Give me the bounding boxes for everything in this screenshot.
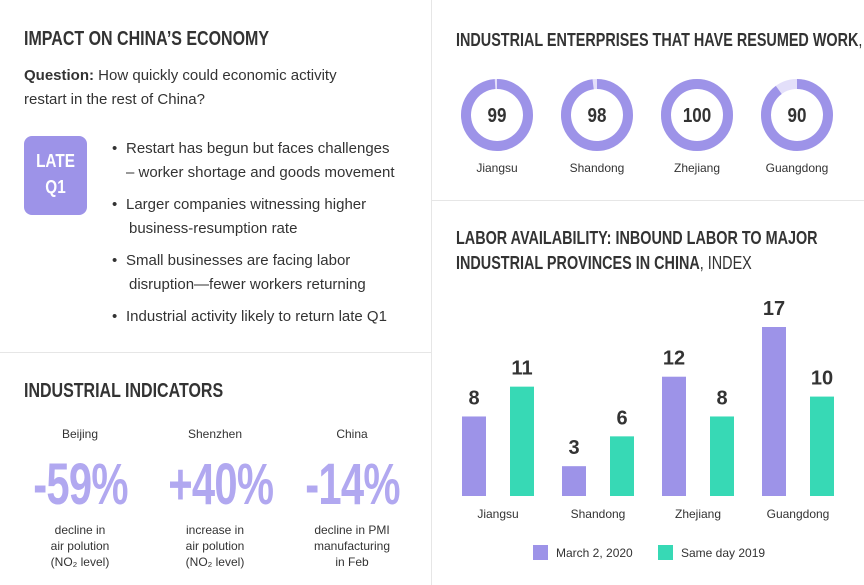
title-unit: , %: [858, 30, 864, 50]
bullet-line: – worker shortage and goods movement: [126, 164, 395, 181]
badge-line: Q1: [45, 177, 66, 197]
bullet-dot: •: [112, 140, 118, 157]
badge: LATE Q1: [24, 136, 87, 215]
x-tick-label: Shandong: [571, 507, 626, 521]
bar: [810, 396, 834, 496]
donut-arc: [561, 79, 633, 151]
bullet: • Small businesses are facing labor disrup…: [112, 249, 422, 297]
indicator: Beijing -59% decline in air polution (NO₂ le…: [15, 427, 145, 570]
x-tick-label: Guangdong: [767, 507, 830, 521]
category-label: Jiangsu: [476, 161, 517, 175]
indicator-desc: decline in: [54, 523, 106, 537]
indicator-desc: (NO₂ level): [185, 555, 245, 569]
question-text: restart in the rest of China?: [24, 91, 205, 108]
donut-value: 98: [588, 104, 607, 127]
chart-title: INDUSTRIAL ENTERPRISES THAT HAVE RESUMED…: [456, 30, 864, 51]
indicator-desc: air polution: [185, 539, 245, 553]
bullet-line: Small businesses are facing labor: [126, 252, 351, 269]
indicator-desc: manufacturing: [313, 539, 391, 553]
section-title: INDUSTRIAL INDICATORS: [24, 380, 224, 402]
bullet: • Industrial activity likely to return la…: [112, 305, 422, 329]
bullet-line: disruption—fewer workers returning: [129, 276, 366, 293]
x-tick-label: Zhejiang: [675, 507, 721, 521]
indicator-desc: increase in: [185, 523, 245, 537]
bar: [510, 386, 534, 496]
data-label: 12: [663, 348, 685, 370]
bullet-line: Larger companies witnessing higher: [126, 196, 367, 213]
title-unit: , INDEX: [699, 253, 752, 273]
divider: [431, 0, 432, 585]
data-label: 3: [568, 437, 579, 459]
chart-title: LABOR AVAILABILITY: INBOUND LABOR TO MAJ…: [456, 226, 832, 276]
indicator-desc: in Feb: [335, 555, 369, 569]
indicator-value: -59%: [33, 452, 128, 517]
x-tick-label: Jiangsu: [477, 507, 518, 521]
data-label: 11: [511, 358, 532, 380]
bullet-dot: •: [112, 196, 118, 213]
data-label: 8: [468, 387, 479, 409]
bar: [462, 416, 486, 496]
category-label: Shandong: [570, 161, 625, 175]
indicator: Shenzhen +40% increase in air polution (NO₂ …: [150, 427, 280, 570]
title-text: INDUSTRIAL ENTERPRISES THAT HAVE RESUMED…: [456, 30, 859, 50]
bullet-list: • Restart has begun but faces challenges –…: [112, 137, 422, 337]
category-label: Guangdong: [766, 161, 829, 175]
indicator-desc: decline in PMI: [314, 523, 390, 537]
bar: [710, 416, 734, 496]
bar: [562, 466, 586, 496]
data-label: 8: [716, 387, 727, 409]
indicator-place: Shenzhen: [187, 427, 243, 441]
indicator-desc: (NO₂ level): [50, 555, 110, 569]
bullet: • Larger companies witnessing higher busin…: [112, 193, 422, 241]
bullet-dot: •: [112, 308, 118, 325]
data-label: 10: [811, 368, 833, 390]
legend-swatch: [533, 545, 548, 560]
question-label: Question:: [24, 67, 94, 84]
section-title: IMPACT ON CHINA’S ECONOMY: [24, 28, 270, 50]
legend-swatch: [658, 545, 673, 560]
bar: [610, 436, 634, 496]
bullet: • Restart has begun but faces challenges –…: [112, 137, 422, 185]
donut-value: 90: [788, 104, 807, 127]
question-line: Question: How quickly could economic act…: [24, 64, 337, 88]
question-text: How quickly could economic activity: [98, 67, 337, 84]
badge-line: LATE: [36, 151, 75, 171]
indicator-place: Beijing: [61, 427, 99, 441]
bullet-line: Restart has begun but faces challenges: [126, 140, 390, 157]
data-label: 6: [616, 407, 627, 429]
indicator-value: +40%: [168, 452, 274, 517]
bar: [662, 376, 686, 496]
divider: [432, 200, 864, 201]
bullet-line: Industrial activity likely to return lat…: [126, 308, 387, 325]
donut-value: 100: [683, 104, 711, 127]
indicator-value: -14%: [305, 452, 400, 517]
bullet-dot: •: [112, 252, 118, 269]
bar: [762, 327, 786, 496]
donut-arc: [661, 79, 733, 151]
divider: [0, 352, 431, 353]
question: Question: How quickly could economic act…: [24, 64, 337, 112]
donut-arc: [461, 79, 533, 151]
category-label: Zhejiang: [674, 161, 720, 175]
bullet-line: business-resumption rate: [129, 220, 298, 237]
legend-label: March 2, 2020: [556, 546, 633, 560]
title-text: LABOR AVAILABILITY: INBOUND LABOR TO MAJ…: [456, 228, 818, 273]
donut-value: 99: [488, 104, 507, 127]
data-label: 17: [763, 298, 785, 320]
indicator-place: China: [336, 427, 368, 441]
indicator: China -14% decline in PMI manufacturing in F…: [287, 427, 417, 570]
indicator-desc: air polution: [50, 539, 110, 553]
legend-label: Same day 2019: [681, 546, 765, 560]
donut-arc: [761, 79, 833, 151]
